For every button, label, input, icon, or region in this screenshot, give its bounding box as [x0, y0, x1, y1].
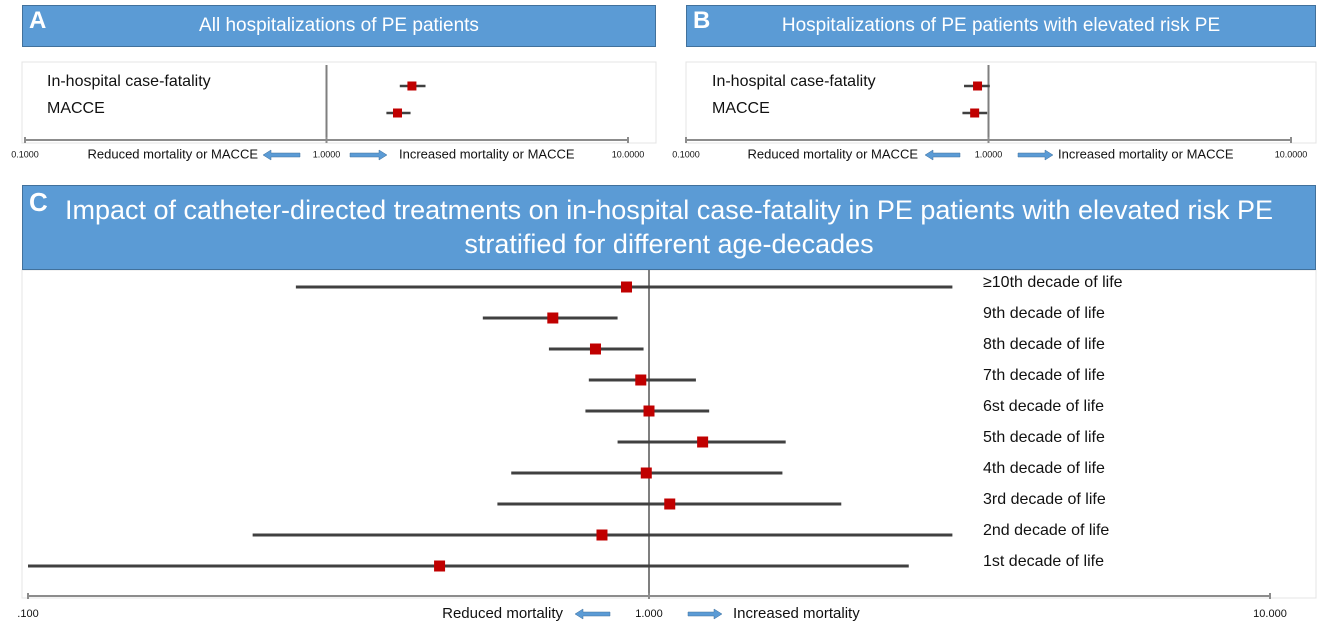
point-estimate — [393, 108, 403, 118]
category-label: 9th decade of life — [983, 305, 1105, 322]
annotation: Reduced mortality or MACCE — [748, 146, 919, 161]
point-estimate — [640, 467, 652, 479]
plot-frame — [685, 61, 1317, 144]
arrow — [349, 149, 388, 161]
x-tick-label: .100 — [17, 608, 38, 620]
arrow — [924, 149, 961, 161]
point-estimate — [697, 436, 709, 448]
panel-header: Impact of catheter-directed treatments o… — [22, 185, 1316, 270]
x-tick-label: 1.0000 — [313, 149, 341, 159]
category-label: 4th decade of life — [983, 460, 1105, 477]
point-estimate — [407, 81, 417, 91]
x-tick-label: 10.000 — [1253, 608, 1287, 620]
point-estimate — [589, 343, 601, 355]
category-label: In-hospital case-fatality — [47, 73, 211, 90]
point-estimate — [635, 374, 647, 386]
annotation: Reduced mortality — [442, 605, 563, 622]
category-label: 2nd decade of life — [983, 522, 1109, 539]
x-tick-label: 10.0000 — [1275, 149, 1308, 159]
annotation: Increased mortality or MACCE — [1058, 146, 1234, 161]
plot-frame — [21, 61, 657, 144]
category-label: In-hospital case-fatality — [712, 73, 876, 90]
x-tick-label: 1.000 — [635, 608, 663, 620]
category-label: 1st decade of life — [983, 553, 1104, 570]
panel-header: All hospitalizations of PE patients A — [22, 5, 656, 47]
category-label: MACCE — [712, 100, 770, 117]
arrow — [687, 608, 723, 620]
category-label: 7th decade of life — [983, 367, 1105, 384]
annotation: Increased mortality or MACCE — [399, 146, 575, 161]
point-estimate — [596, 529, 608, 541]
point-estimate — [973, 81, 983, 91]
annotation: Increased mortality — [733, 605, 860, 622]
panel-label: A — [29, 7, 47, 34]
category-label: MACCE — [47, 100, 105, 117]
category-label: 8th decade of life — [983, 336, 1105, 353]
point-estimate — [434, 560, 446, 572]
panel-header: Hospitalizations of PE patients with ele… — [686, 5, 1316, 47]
x-tick-label: 1.0000 — [975, 149, 1003, 159]
point-estimate — [664, 498, 676, 510]
point-estimate — [621, 281, 633, 293]
point-estimate — [547, 312, 559, 324]
arrow — [262, 149, 301, 161]
point-estimate — [643, 405, 655, 417]
plot-frame — [21, 269, 1317, 599]
category-label: ≥10th decade of life — [983, 274, 1123, 291]
arrow — [1017, 149, 1054, 161]
category-label: 5th decade of life — [983, 429, 1105, 446]
annotation: Reduced mortality or MACCE — [88, 146, 259, 161]
panel-label: B — [693, 7, 711, 34]
x-tick-label: 0.1000 — [672, 149, 700, 159]
point-estimate — [970, 108, 980, 118]
arrow — [574, 608, 611, 620]
x-tick-label: 10.0000 — [612, 149, 645, 159]
panel-label: C — [29, 187, 48, 217]
category-label: 3rd decade of life — [983, 491, 1106, 508]
x-tick-label: 0.1000 — [11, 149, 39, 159]
category-label: 6st decade of life — [983, 398, 1104, 415]
